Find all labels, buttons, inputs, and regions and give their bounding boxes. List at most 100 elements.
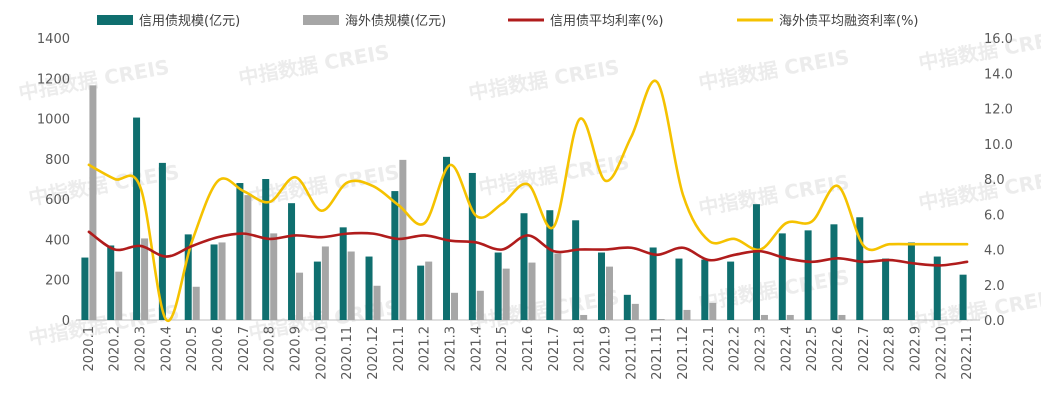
overseas-bond-bar — [115, 271, 123, 320]
y-left-tick-label: 200 — [45, 274, 70, 289]
credit-bond-bar — [778, 233, 786, 320]
credit-bond-bar — [133, 117, 141, 320]
x-tick-label: 2020.6 — [211, 326, 226, 372]
watermark-text: 中指数据 CREIS — [237, 40, 391, 90]
x-tick-label: 2020.10 — [314, 326, 329, 380]
x-tick-label: 2021.5 — [495, 326, 510, 372]
y-right-tick-label: 12.0 — [984, 103, 1013, 118]
x-tick-label: 2021.12 — [676, 326, 691, 380]
overseas-bond-bar — [192, 286, 200, 320]
watermark-text: 中指数据 CREIS — [917, 165, 1041, 215]
overseas-bond-bar — [347, 251, 355, 320]
credit-bond-bar — [856, 217, 864, 320]
credit-bond-bar — [313, 261, 321, 320]
credit-bond-bar — [675, 258, 683, 320]
credit-bond-bar — [288, 203, 296, 320]
x-tick-label: 2022.5 — [805, 326, 820, 372]
y-left-tick-label: 0 — [62, 314, 70, 329]
x-tick-label: 2020.2 — [108, 326, 123, 372]
x-tick-label: 2020.8 — [263, 326, 278, 372]
x-tick-label: 2022.11 — [960, 326, 975, 380]
y-right-tick-label: 10.0 — [984, 138, 1013, 153]
overseas-bond-bar — [270, 233, 278, 320]
overseas-bond-bar — [321, 246, 329, 320]
legend-swatch — [97, 15, 133, 25]
y-right-tick-label: 0.0 — [984, 314, 1005, 329]
x-tick-label: 2020.7 — [237, 326, 252, 372]
line-series — [87, 79, 969, 322]
x-tick-label: 2022.6 — [831, 326, 846, 372]
overseas-bond-bar — [838, 314, 846, 320]
credit-bond-bar — [391, 191, 399, 320]
x-tick-label: 2020.5 — [185, 326, 200, 372]
credit-bond-bar — [623, 294, 631, 320]
overseas-bond-bar — [373, 285, 381, 320]
credit-bond-bar — [365, 256, 373, 320]
watermark-text: 中指数据 CREIS — [467, 55, 621, 105]
x-tick-label: 2020.9 — [289, 326, 304, 372]
x-tick-label: 2021.2 — [418, 326, 433, 372]
watermark-text: 中指数据 CREIS — [697, 45, 851, 95]
watermark-text: 中指数据 CREIS — [477, 150, 631, 200]
axes: 0 200 400 600 800 1000 1200 1400 0.0 2.0 4.0 6.0 8.0… — [37, 32, 1013, 380]
overseas-bond-bar — [476, 290, 484, 320]
x-tick-label: 2021.11 — [650, 326, 665, 380]
x-tick-label: 2022.2 — [728, 326, 743, 372]
overseas-bond-bar — [786, 314, 794, 320]
x-tick-label: 2020.11 — [340, 326, 355, 380]
y-right-tick-label: 2.0 — [984, 279, 1005, 294]
credit-bond-bar — [597, 252, 605, 320]
x-tick-label: 2020.3 — [134, 326, 149, 372]
overseas-bond-bar — [502, 268, 510, 320]
overseas-bond-bar — [580, 314, 588, 320]
y-right-tick-label: 16.0 — [984, 32, 1013, 47]
credit-bond-bar — [236, 183, 244, 320]
x-tick-label: 2021.4 — [469, 326, 484, 372]
credit-bond-bar — [959, 274, 967, 320]
credit-bond-bar — [158, 162, 166, 320]
credit-bond-bar — [572, 220, 580, 320]
credit-bond-bar — [210, 244, 218, 320]
x-tick-label: 2021.3 — [444, 326, 459, 372]
x-tick-label: 2022.8 — [883, 326, 898, 372]
overseas-rate-line — [87, 79, 969, 322]
overseas-bond-bar — [631, 303, 639, 320]
credit-bond-bar — [752, 204, 760, 320]
x-tick-label: 2021.9 — [598, 326, 613, 372]
x-tick-label: 2021.6 — [521, 326, 536, 372]
credit-bond-bar — [262, 179, 270, 320]
credit-bond-bar — [339, 227, 347, 320]
credit-bond-bar — [830, 224, 838, 320]
legend: 信用债规模(亿元) 海外债规模(亿元) 信用债平均利率(%) 海外债平均融资利率(%) — [97, 13, 919, 29]
credit-bond-bar — [804, 230, 812, 320]
overseas-bond-bar — [657, 318, 665, 320]
y-left-tick-label: 400 — [45, 233, 70, 248]
credit-bond-bar — [546, 210, 554, 320]
overseas-bond-bar — [709, 302, 717, 320]
x-tick-label: 2021.7 — [547, 326, 562, 372]
overseas-bond-bar — [89, 85, 97, 320]
overseas-bond-bar — [218, 242, 226, 320]
x-tick-label: 2022.3 — [753, 326, 768, 372]
credit-rate-line — [87, 230, 969, 267]
credit-bond-bar — [81, 257, 89, 320]
y-right-tick-label: 8.0 — [984, 173, 1005, 188]
x-tick-label: 2020.12 — [366, 326, 381, 380]
credit-bond-bar — [417, 265, 425, 320]
credit-bond-bar — [468, 172, 476, 320]
legend-label: 信用债规模(亿元) — [139, 14, 240, 29]
x-tick-label: 2022.10 — [934, 326, 949, 380]
credit-bond-bar — [184, 234, 192, 320]
x-tick-label: 2020.4 — [159, 326, 174, 372]
overseas-bond-bar — [760, 314, 768, 320]
y-right-tick-label: 4.0 — [984, 244, 1005, 259]
x-tick-label: 2022.1 — [702, 326, 717, 372]
y-left-tick-label: 1400 — [37, 32, 70, 47]
y-left-tick-label: 1200 — [37, 72, 70, 87]
overseas-bond-bar — [528, 262, 536, 320]
y-right-tick-label: 6.0 — [984, 208, 1005, 223]
overseas-bond-bar — [296, 272, 304, 320]
x-tick-label: 2021.10 — [624, 326, 639, 380]
